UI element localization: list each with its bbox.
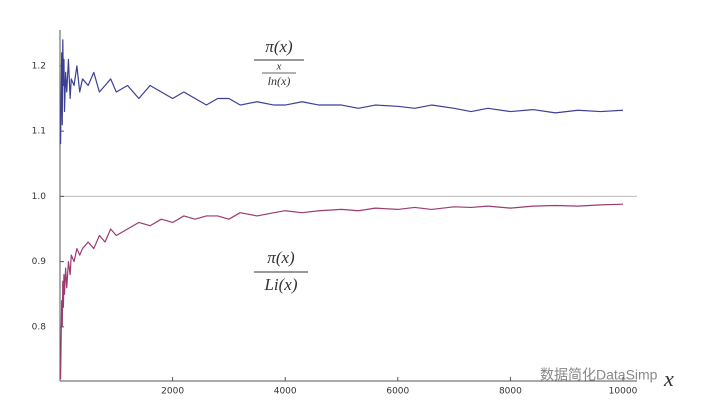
- annotation-top: π(x) x ln(x): [254, 37, 304, 88]
- y-tick-label: 1.0: [32, 192, 47, 202]
- x-tick-label: 6000: [386, 387, 409, 397]
- y-tick-label: 0.9: [32, 257, 47, 267]
- annotation-denominator: Li(x): [263, 275, 297, 294]
- annotation-denominator-top: x: [276, 61, 282, 73]
- y-tick-label: 1.2: [32, 61, 46, 71]
- x-axis-label: x: [663, 366, 674, 391]
- y-tick-label: 1.1: [32, 127, 46, 137]
- x-tick-label: 2000: [161, 387, 184, 397]
- x-tick-label: 10000: [609, 387, 638, 397]
- line-series: [59, 39, 624, 145]
- annotation-bottom: π(x) Li(x): [254, 248, 308, 294]
- annotation-numerator: π(x): [267, 248, 295, 267]
- y-tick-label: 0.8: [32, 322, 47, 332]
- x-tick-label: 8000: [499, 387, 522, 397]
- x-tick-label: 4000: [274, 387, 297, 397]
- annotation-numerator: π(x): [265, 37, 293, 56]
- watermark: 数据简化DataSimp: [540, 367, 658, 383]
- annotation-denominator-bottom: ln(x): [268, 74, 291, 88]
- line-series: [59, 203, 624, 380]
